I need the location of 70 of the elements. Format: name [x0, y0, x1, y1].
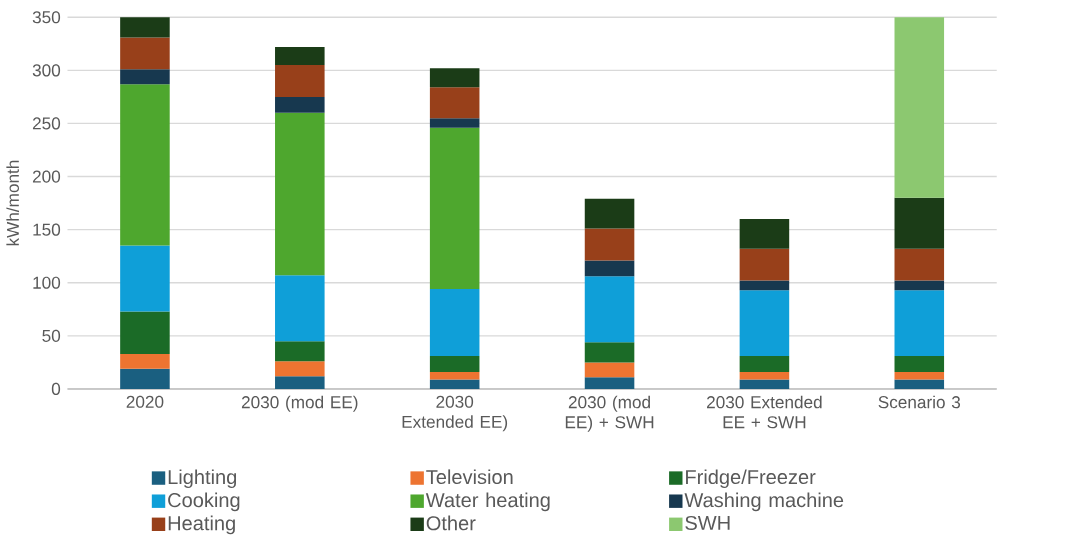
bar	[429, 127, 480, 290]
y-axis-title: kWh/month	[6, 160, 19, 246]
y-tick-label: 0	[51, 382, 61, 396]
x-tick-label: 2030 Extended EE)	[402, 395, 508, 432]
bar	[275, 361, 325, 377]
legend-label: Other	[426, 515, 476, 531]
bar	[429, 379, 480, 390]
bar	[739, 248, 790, 281]
bar	[120, 311, 170, 355]
bar	[275, 97, 325, 113]
y-tick-label: 150	[33, 223, 61, 236]
bar	[739, 219, 790, 249]
bar	[429, 289, 480, 357]
bar	[894, 197, 945, 249]
bar	[739, 356, 790, 373]
bar	[584, 198, 635, 229]
bar	[894, 290, 945, 357]
bar	[894, 280, 945, 291]
bar	[275, 65, 325, 98]
bar	[429, 118, 480, 128]
y-tick-label: 350	[32, 11, 61, 24]
bar	[894, 356, 945, 373]
bar	[275, 47, 325, 66]
bar	[584, 228, 635, 261]
x-tick-label: 2020	[126, 395, 164, 408]
bar	[584, 276, 635, 343]
bar	[120, 368, 170, 390]
bar	[120, 354, 170, 369]
bar	[275, 112, 325, 276]
bar	[120, 84, 170, 246]
bar	[739, 379, 790, 390]
bar	[584, 260, 635, 277]
bar	[275, 376, 325, 390]
bar	[584, 377, 635, 390]
x-tick-label: Scenario 3	[878, 395, 961, 409]
legend-label: Television	[426, 469, 513, 485]
y-tick-label: 300	[32, 64, 61, 77]
y-tick-label: 200	[32, 170, 61, 183]
bar	[894, 248, 945, 281]
bar	[894, 372, 945, 380]
bar	[275, 341, 325, 362]
bar	[275, 275, 325, 342]
bar	[120, 69, 170, 85]
y-tick-label: 250	[32, 117, 61, 130]
bar	[739, 290, 790, 357]
x-tick-label: 2030 (mod EE)	[241, 395, 358, 412]
legend-label: Fridge/Freezer	[686, 469, 816, 489]
bar	[739, 280, 790, 291]
legend-label: SWH	[685, 516, 730, 531]
y-tick-label: 100	[33, 276, 61, 289]
bar	[429, 356, 480, 373]
bar	[429, 68, 480, 88]
y-tick-label: 50	[42, 329, 61, 343]
bar	[120, 245, 170, 312]
bar	[429, 372, 480, 380]
legend-label: Water heating	[425, 492, 550, 512]
bar	[584, 362, 635, 378]
legend-label: Washing machine	[684, 492, 844, 512]
legend-label: Heating	[168, 515, 235, 535]
bar	[120, 37, 170, 70]
legend-label: Cooking	[168, 492, 240, 512]
x-tick-label: 2030 Extended EE + SWH	[707, 395, 822, 429]
bar	[429, 87, 480, 119]
x-tick-label: 2030 (mod EE) + SWH	[565, 395, 654, 432]
bar	[894, 17, 945, 198]
legend-label: Lighting	[168, 469, 237, 489]
bar	[894, 379, 945, 390]
bar	[584, 342, 635, 363]
bar	[739, 372, 790, 380]
bar	[120, 17, 170, 38]
